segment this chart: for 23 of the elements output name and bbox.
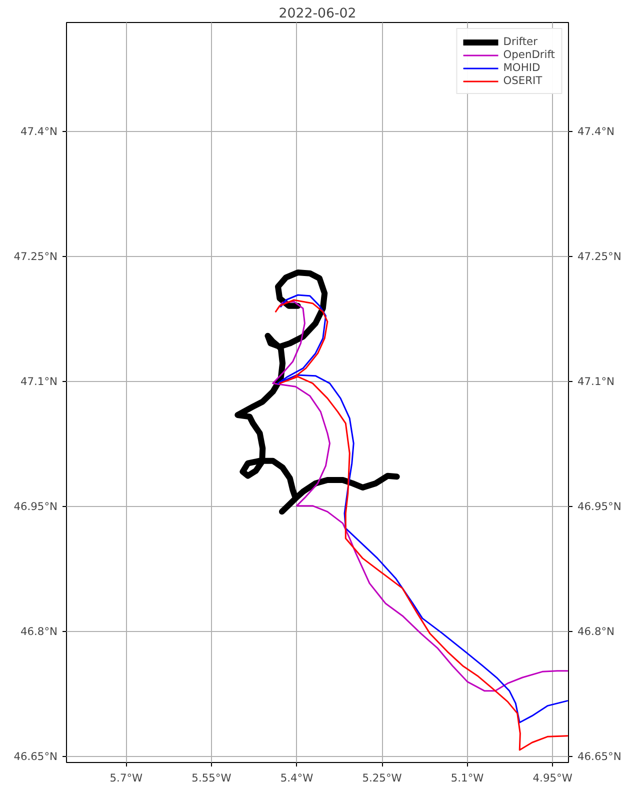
- y-tick-label: 47.25°N: [14, 250, 58, 264]
- y-tick-label: 46.95°N: [14, 500, 58, 514]
- y-tick-label: 46.8°N: [20, 625, 58, 638]
- y2-tick-label: 47.1°N: [578, 375, 615, 388]
- x-tick-label: 5.55°W: [192, 772, 232, 784]
- y-tick-label: 47.1°N: [20, 375, 58, 388]
- y2-tick-label: 47.25°N: [578, 250, 622, 264]
- legend-label: Drifter: [503, 35, 538, 48]
- y2-tick-label: 47.4°N: [578, 125, 615, 138]
- y-tick-label: 47.4°N: [20, 125, 58, 138]
- y-tick-label: 46.65°N: [14, 750, 58, 764]
- legend-label: MOHID: [503, 61, 540, 74]
- x-tick-label: 4.95°W: [532, 772, 573, 784]
- chart-title: 2022-06-02: [278, 6, 356, 22]
- y2-tick-label: 46.8°N: [578, 625, 615, 638]
- x-tick-label: 5.4°W: [280, 772, 314, 784]
- legend-label: OpenDrift: [503, 48, 555, 61]
- y2-tick-label: 46.65°N: [578, 750, 622, 764]
- x-tick-label: 5.25°W: [362, 772, 402, 784]
- x-tick-label: 5.1°W: [450, 772, 484, 784]
- x-tick-label: 5.7°W: [110, 772, 144, 784]
- legend-label: OSERIT: [503, 74, 542, 87]
- y2-tick-label: 46.95°N: [578, 500, 622, 514]
